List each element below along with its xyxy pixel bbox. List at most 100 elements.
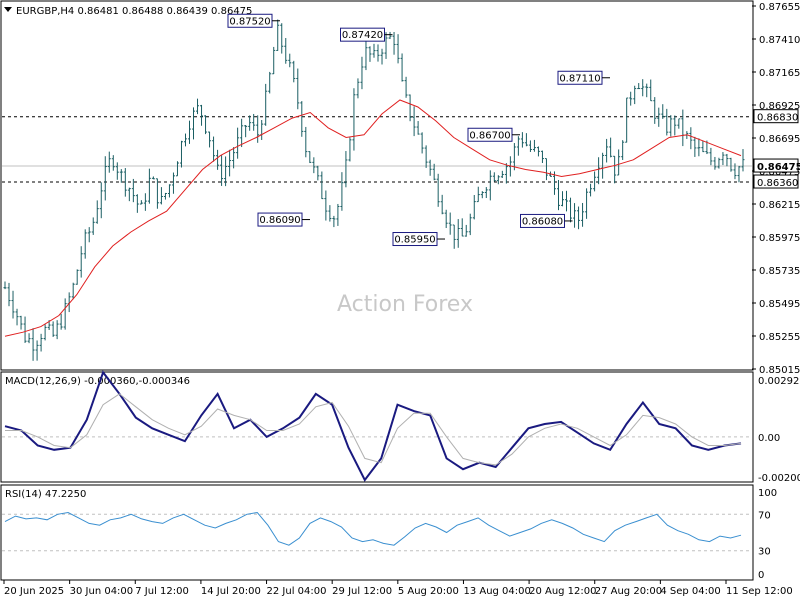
ohlc-bar	[284, 38, 288, 64]
macd-panel-frame	[0, 371, 754, 483]
ohlc-bar	[264, 83, 268, 126]
ohlc-bar	[392, 32, 396, 55]
rsi-title: RSI(14) 47.2250	[5, 489, 86, 500]
level-axis-label-1: 0.86360	[757, 178, 798, 189]
ohlc-bar	[581, 202, 585, 227]
annotation-label: 0.86090	[259, 215, 300, 226]
ohlc-bar	[192, 107, 196, 140]
ohlc-bar	[689, 127, 693, 150]
ohlc-bar	[733, 163, 737, 180]
price-axis-label: 0.87655	[759, 2, 800, 13]
price-axis-label: 0.87165	[759, 68, 800, 79]
ohlc-bar	[300, 101, 304, 137]
ohlc-bar	[75, 269, 79, 285]
price-axis-label: 0.85015	[759, 365, 800, 376]
ohlc-bar	[376, 44, 380, 62]
ohlc-bar	[308, 151, 312, 164]
ohlc-bar	[681, 109, 685, 147]
ohlc-bar	[83, 229, 87, 259]
ohlc-bar	[404, 76, 408, 98]
ohlc-bar	[532, 139, 536, 152]
ohlc-bar	[709, 147, 713, 166]
ohlc-bar	[216, 149, 220, 170]
annotation-label: 0.86700	[469, 130, 510, 141]
ohlc-bar	[577, 206, 581, 230]
price-layer: 0.87520 0.87420 0.87110 0.86700 0.86090 0.859…	[2, 13, 752, 361]
ohlc-bar	[408, 94, 412, 122]
ohlc-bar	[252, 113, 256, 131]
ohlc-bar	[649, 79, 653, 102]
ohlc-bar	[183, 133, 187, 147]
ohlc-bar	[39, 333, 43, 352]
ohlc-bar	[420, 132, 424, 154]
ohlc-bar	[71, 282, 75, 300]
price-axis-label: 0.86695	[759, 134, 800, 145]
ohlc-bar	[244, 124, 248, 138]
ohlc-bar	[597, 157, 601, 185]
annotation-label: 0.87520	[229, 16, 270, 27]
ohlc-bar	[27, 333, 31, 344]
ohlc-bar	[119, 169, 123, 183]
price-axis-label: 0.85495	[759, 299, 800, 310]
ohlc-bar	[103, 156, 107, 201]
ohlc-bar	[633, 85, 637, 105]
collapse-triangle-icon[interactable]	[4, 7, 12, 12]
ohlc-bar	[444, 209, 448, 229]
annotation-label: 0.87420	[342, 30, 383, 41]
ohlc-bar	[524, 133, 528, 147]
macd-axis-label: 0.00	[758, 433, 780, 444]
ohlc-bar	[304, 126, 308, 158]
ohlc-bar	[412, 106, 416, 137]
ohlc-bar	[492, 172, 496, 182]
ohlc-bar	[464, 224, 468, 237]
rsi-line	[4, 511, 742, 546]
ohlc-bar	[665, 108, 669, 136]
ohlc-bar	[332, 215, 336, 228]
ohlc-bar	[51, 321, 55, 337]
ohlc-bar	[725, 153, 729, 167]
ohlc-bar	[416, 121, 420, 135]
ohlc-bar	[55, 320, 59, 340]
ohlc-bar	[151, 176, 155, 180]
macd-axis-label: -0.002002	[758, 473, 800, 484]
ohlc-bar	[143, 193, 147, 211]
ohlc-bar	[179, 140, 183, 168]
ohlc-bar	[396, 34, 400, 64]
ohlc-bar	[721, 152, 725, 166]
ohlc-bar	[536, 146, 540, 157]
ohlc-bar	[63, 298, 67, 330]
ohlc-bar	[348, 137, 352, 162]
ohlc-bar	[127, 187, 131, 202]
ohlc-bar	[641, 79, 645, 97]
ohlc-bar	[605, 138, 609, 163]
price-axis-label: 0.85735	[759, 266, 800, 277]
ohlc-bar	[324, 190, 328, 221]
time-axis-label: 13 Aug 04:00	[463, 586, 530, 597]
ohlc-bar	[208, 131, 212, 148]
level-axis-box-1	[753, 174, 799, 189]
macd-line	[4, 370, 742, 482]
time-axis-label: 4 Sep 04:00	[660, 586, 720, 597]
ohlc-bar	[713, 156, 717, 170]
ohlc-bar	[175, 161, 179, 177]
level-axis-box-0	[753, 109, 799, 124]
time-axis-label: 5 Aug 20:00	[398, 586, 459, 597]
ohlc-bar	[452, 224, 456, 249]
ohlc-bar	[272, 46, 276, 75]
ohlc-bar	[544, 158, 548, 181]
ohlc-bar	[171, 172, 175, 194]
ohlc-bar	[312, 157, 316, 174]
ohlc-bar	[625, 97, 629, 143]
ohlc-bar	[356, 78, 360, 99]
ohlc-bar	[400, 53, 404, 82]
ohlc-bar	[15, 308, 19, 326]
ohlc-bar	[460, 218, 464, 237]
ohlc-bar	[163, 192, 167, 200]
annotation-label: 0.86080	[522, 216, 563, 227]
ohlc-bar	[260, 120, 264, 140]
ohlc-bar	[316, 165, 320, 181]
ohlc-bar	[504, 163, 508, 184]
moving-average-line	[4, 99, 742, 337]
rsi-layer: RSI(14) 47.2250	[2, 489, 752, 552]
ohlc-bar	[344, 151, 348, 188]
